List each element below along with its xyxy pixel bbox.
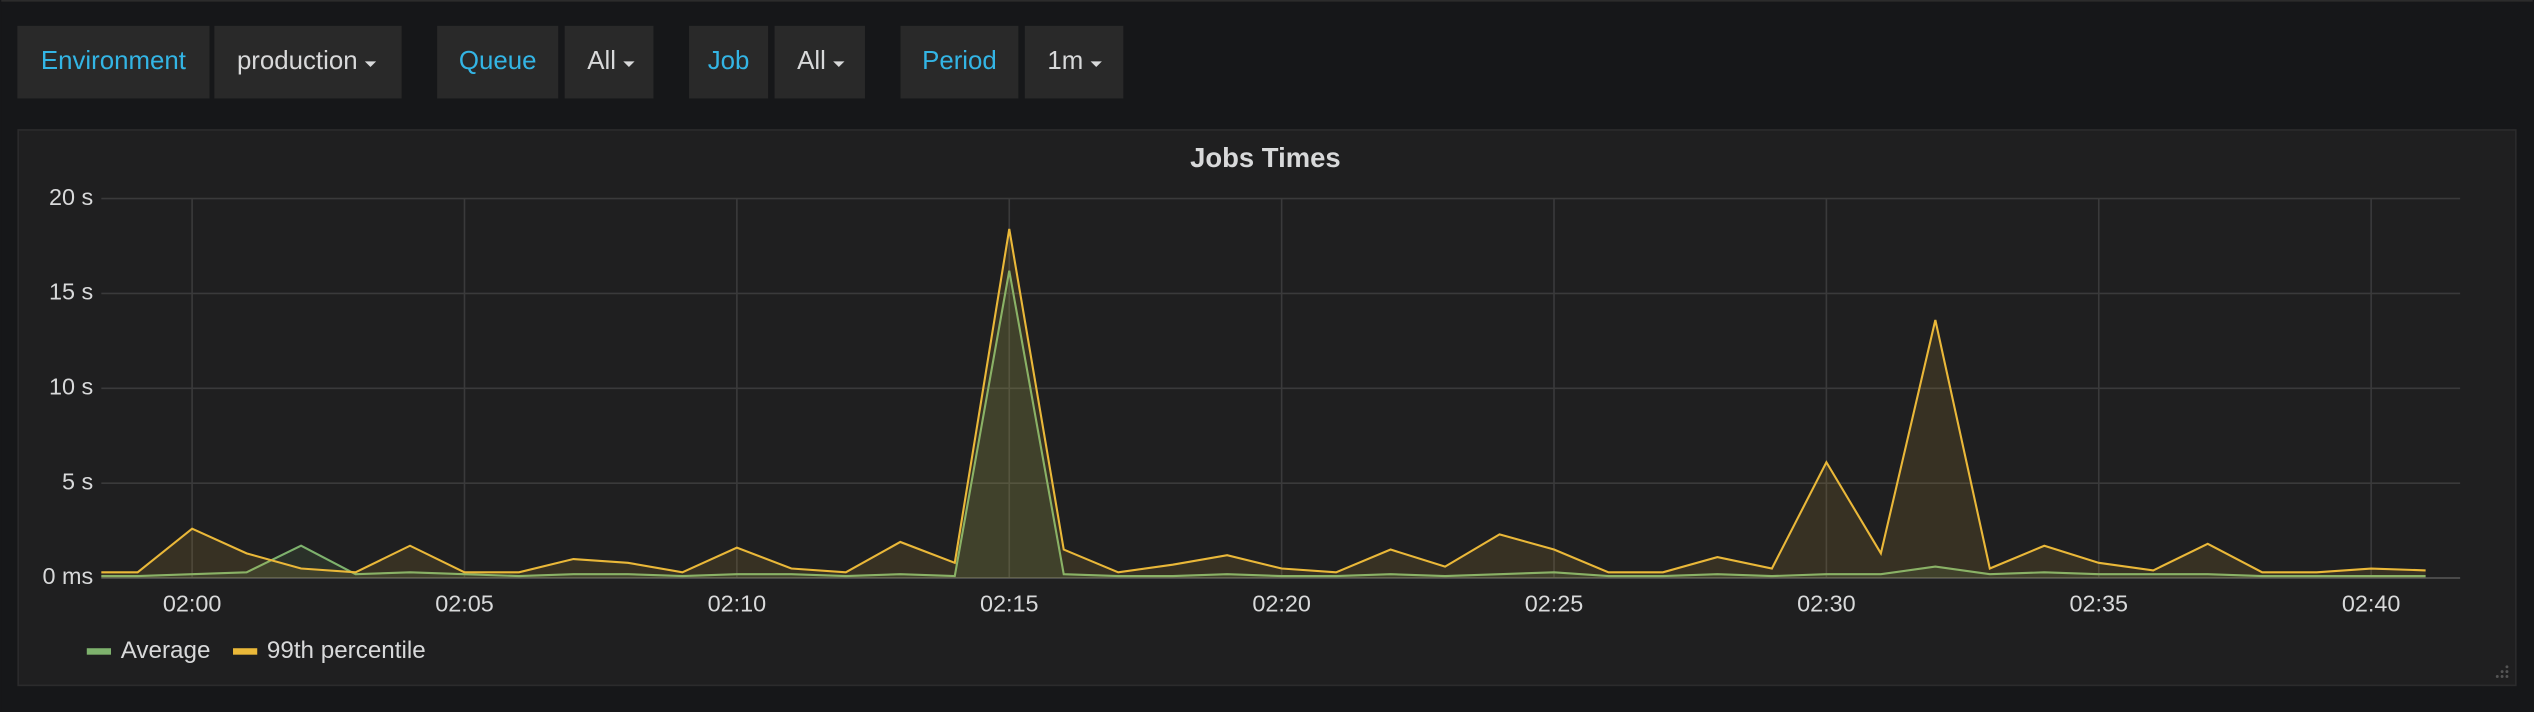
x-tick-label: 02:35 xyxy=(2069,591,2128,617)
y-tick-label: 20 s xyxy=(49,184,93,210)
legend-swatch[interactable] xyxy=(233,648,258,655)
variable-label-box xyxy=(900,25,1019,99)
x-tick-label: 02:15 xyxy=(980,591,1039,617)
variable-label-box xyxy=(689,25,769,99)
variable-value[interactable]: All xyxy=(587,47,616,75)
x-tick-label: 02:05 xyxy=(435,591,494,617)
variable-label: Job xyxy=(708,47,750,75)
y-tick-label: 5 s xyxy=(62,468,93,494)
y-tick-label: 10 s xyxy=(49,373,93,399)
panel-title: Jobs Times xyxy=(1190,142,1340,173)
x-tick-label: 02:20 xyxy=(1252,591,1311,617)
variable-label: Queue xyxy=(459,47,537,75)
variable-dropdown[interactable] xyxy=(564,25,654,99)
x-tick-label: 02:00 xyxy=(163,591,222,617)
variable-label: Period xyxy=(922,47,997,75)
variable-label: Environment xyxy=(41,47,186,75)
series-line xyxy=(101,270,2426,578)
dropdown-caret xyxy=(623,61,635,68)
legend-swatch[interactable] xyxy=(86,648,112,655)
x-tick-label: 02:10 xyxy=(708,591,767,617)
variable-label-box xyxy=(17,25,210,99)
dropdown-caret xyxy=(1090,61,1102,68)
x-tick-label: 02:30 xyxy=(1797,591,1856,617)
legend-label[interactable]: 99th percentile xyxy=(267,637,426,664)
variable-dropdown[interactable] xyxy=(774,25,865,99)
variable-label-box xyxy=(437,25,559,99)
variable-dropdown[interactable] xyxy=(1024,25,1124,99)
variable-bar: Environment production Queue All Job All Perio… xyxy=(17,25,1124,99)
y-tick-label: 0 ms xyxy=(43,563,94,589)
variable-value[interactable]: production xyxy=(237,47,358,75)
y-tick-label: 15 s xyxy=(49,279,93,305)
resize-handle xyxy=(2495,665,2509,678)
variable-value[interactable]: All xyxy=(797,47,826,75)
series-line xyxy=(101,228,2426,574)
variable-value[interactable]: 1m xyxy=(1047,47,1083,75)
dropdown-caret xyxy=(364,61,377,68)
x-tick-label: 02:40 xyxy=(2342,591,2401,617)
x-tick-label: 02:25 xyxy=(1525,591,1584,617)
dropdown-caret xyxy=(833,61,845,68)
plot: 0 ms 5 s 10 s 15 s 20 s 02:00 02:05 02:10 02:15 0… xyxy=(43,184,2461,664)
legend-label[interactable]: Average xyxy=(121,637,211,664)
